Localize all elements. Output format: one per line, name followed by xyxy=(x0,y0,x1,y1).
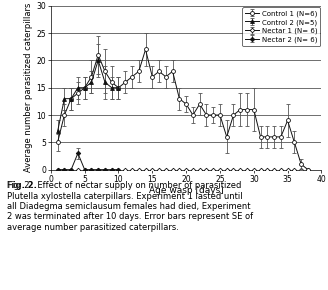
Text: Fig. 2.  Effect of nectar supply on number of parasitized
Plutella xylostella ca: Fig. 2. Effect of nectar supply on numbe… xyxy=(7,181,253,232)
Y-axis label: Average number parasitized caterpillars: Average number parasitized caterpillars xyxy=(25,3,33,173)
Legend: Control 1 (N=6), Control 2 (N=5), Nectar 1 (N= 6), Nectar 2 (N= 6): Control 1 (N=6), Control 2 (N=5), Nectar… xyxy=(242,7,320,46)
X-axis label: Age wasp [days]: Age wasp [days] xyxy=(149,186,223,195)
Text: Fig. 2.: Fig. 2. xyxy=(7,181,36,190)
Text: Fig. 2.  Effect of nectar supply on number of parasitized
Plutella xylostella ca: Fig. 2. Effect of nectar supply on numbe… xyxy=(7,181,253,232)
